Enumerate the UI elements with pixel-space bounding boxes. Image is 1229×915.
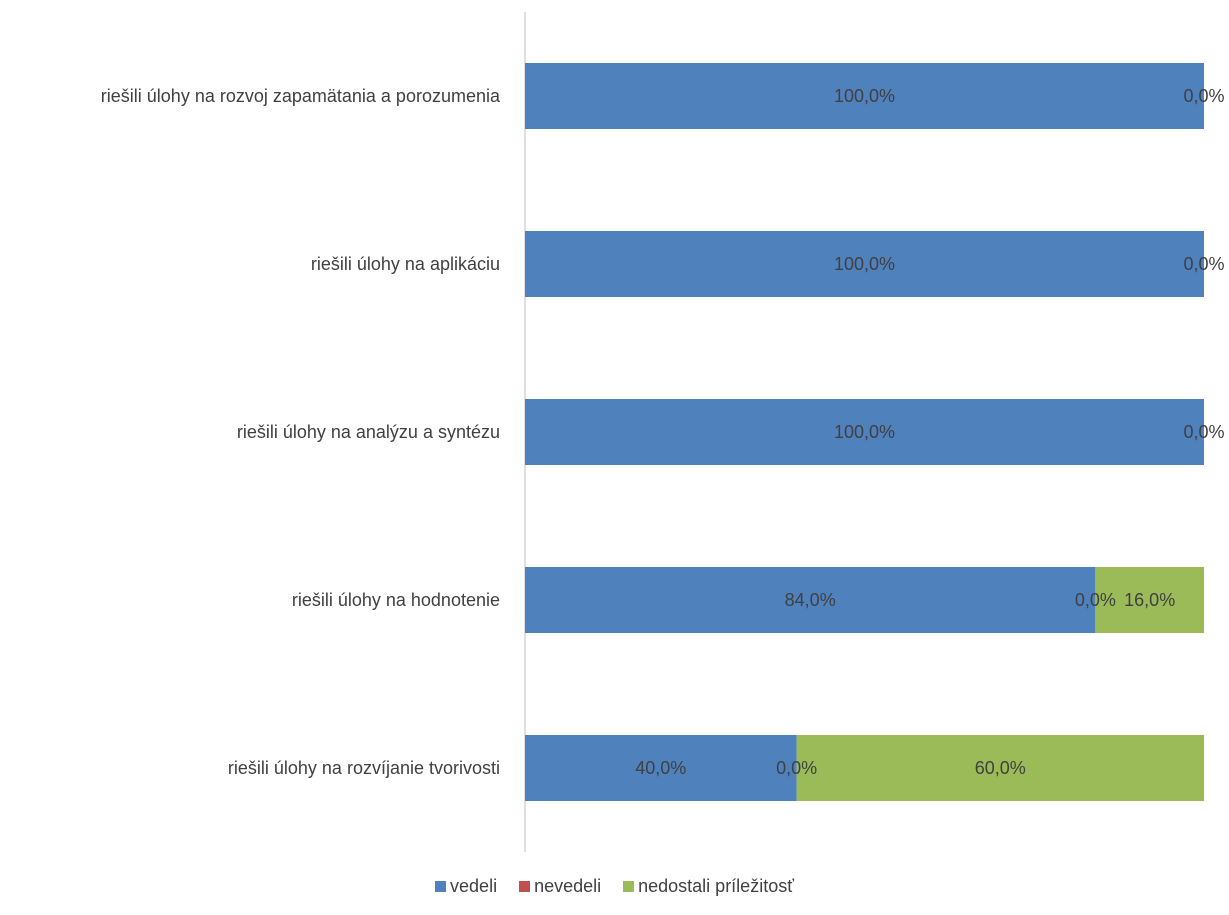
legend: vedeli nevedeli nedostali príležitosť [0, 876, 1229, 897]
bar-vedeli [525, 735, 797, 801]
data-label: 0,0% [776, 758, 817, 778]
legend-item: nevedeli [519, 876, 601, 897]
category-label: riešili úlohy na analýzu a syntézu [237, 422, 500, 442]
bar-vedeli [525, 567, 1096, 633]
bar-chart-svg: riešili úlohy na rozvoj zapamätania a po… [101, 12, 1225, 852]
bar-vedeli [525, 63, 1204, 129]
data-label: 100,0% [834, 422, 895, 442]
data-label: 0,0% [1075, 590, 1116, 610]
data-label: 60,0% [975, 758, 1026, 778]
legend-item: vedeli [435, 876, 497, 897]
legend-label: nevedeli [534, 876, 602, 896]
bar-vedeli [525, 231, 1204, 297]
data-label: 16,0% [1124, 590, 1175, 610]
data-label: 100,0% [834, 86, 895, 106]
data-label: 40,0% [635, 758, 686, 778]
legend-item: nedostali príležitosť [623, 876, 794, 897]
bar-nedostali-príležitosť [796, 735, 1204, 801]
legend-swatch [519, 881, 531, 892]
legend-label: nedostali príležitosť [638, 876, 794, 896]
legend-swatch [435, 881, 447, 892]
bar-nedostali-príležitosť [1095, 567, 1204, 633]
category-label: riešili úlohy na aplikáciu [311, 254, 500, 274]
legend-swatch [623, 881, 635, 892]
data-label: 84,0% [785, 590, 836, 610]
category-label: riešili úlohy na rozvoj zapamätania a po… [101, 86, 501, 106]
data-label: 0,0% [1183, 254, 1224, 274]
bar-vedeli [525, 399, 1204, 465]
legend-label: vedeli [450, 876, 498, 896]
data-label: 0,0% [1183, 422, 1224, 442]
category-label: riešili úlohy na rozvíjanie tvorivosti [228, 758, 500, 778]
data-label: 0,0% [1183, 86, 1224, 106]
category-label: riešili úlohy na hodnotenie [292, 590, 500, 610]
data-label: 100,0% [834, 254, 895, 274]
